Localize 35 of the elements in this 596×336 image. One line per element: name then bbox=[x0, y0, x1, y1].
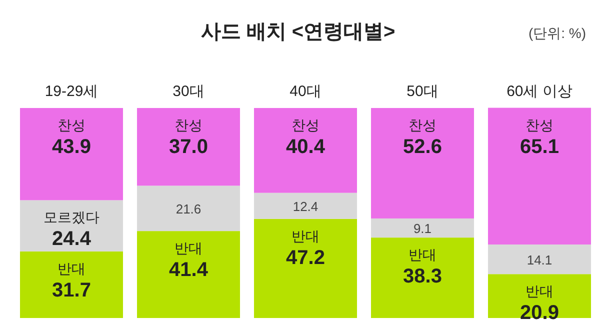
bar bbox=[371, 108, 474, 218]
bar bbox=[371, 238, 474, 318]
bar bbox=[254, 108, 357, 193]
data-label: 반대 41.4 bbox=[169, 240, 209, 282]
bar bbox=[20, 200, 123, 252]
data-label: 찬성 37.0 bbox=[169, 117, 208, 158]
x-tick-label: 60세 이상 bbox=[506, 83, 572, 100]
bar bbox=[371, 218, 474, 238]
x-tick-label: 19-29세 bbox=[44, 83, 98, 100]
data-label: 12.4 bbox=[292, 198, 318, 214]
data-label: 반대 38.3 bbox=[403, 246, 442, 288]
bar bbox=[488, 244, 591, 274]
bar bbox=[137, 108, 240, 186]
data-label: 9.1 bbox=[413, 221, 432, 236]
data-label: 찬성 65.1 bbox=[520, 116, 559, 158]
data-label: 찬성 40.4 bbox=[286, 117, 326, 158]
bar bbox=[20, 108, 123, 200]
data-label: 찬성 43.9 bbox=[52, 117, 91, 158]
data-label: 모르겠다 24.4 bbox=[44, 209, 100, 250]
data-label: 반대 47.2 bbox=[286, 228, 325, 269]
data-label: 21.6 bbox=[176, 201, 202, 216]
data-label: 찬성 52.6 bbox=[403, 117, 442, 158]
x-tick-label: 30대 bbox=[172, 83, 204, 100]
bar bbox=[137, 186, 240, 232]
x-tick-label: 40대 bbox=[290, 83, 322, 100]
bar bbox=[254, 192, 357, 219]
x-tick-label: 50대 bbox=[406, 83, 438, 100]
chart-title: 사드 배치 <연령대별> bbox=[200, 21, 396, 43]
bar bbox=[488, 108, 591, 244]
bar bbox=[137, 231, 240, 318]
data-label: 14.1 bbox=[526, 252, 552, 268]
text: (단위: %) bbox=[528, 25, 586, 41]
data-label: 반대 31.7 bbox=[52, 260, 91, 302]
bar bbox=[254, 218, 357, 318]
bar bbox=[20, 251, 123, 318]
